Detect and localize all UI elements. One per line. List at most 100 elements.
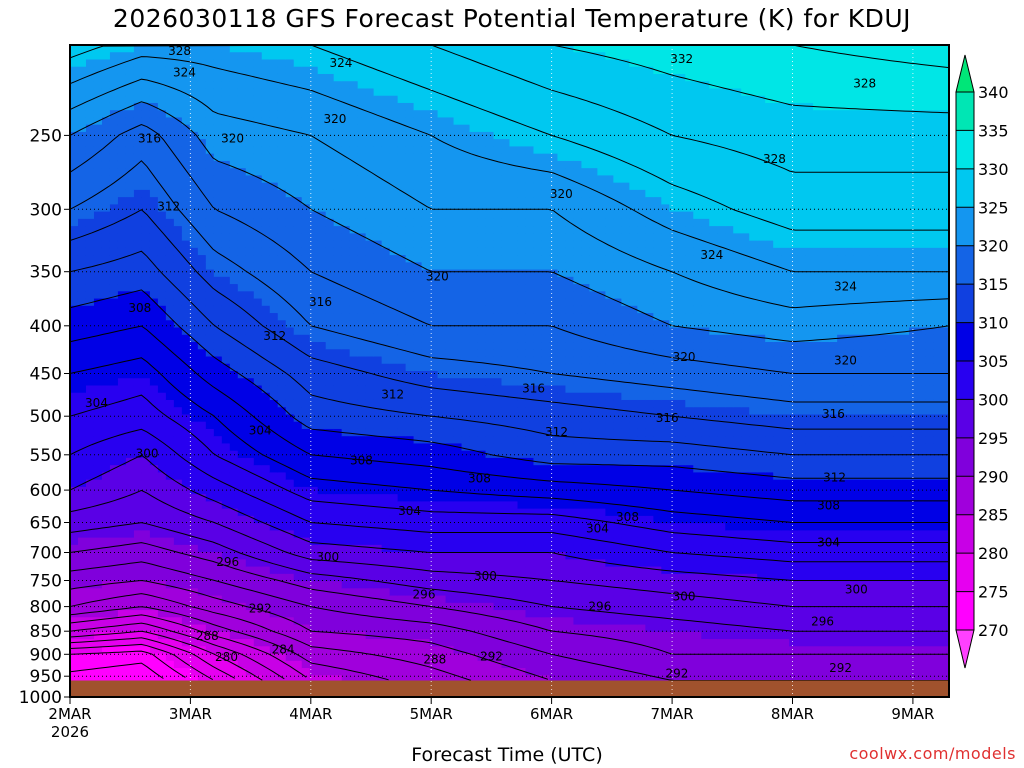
- theta-cell: [213, 501, 223, 510]
- theta-cell: [285, 291, 295, 300]
- theta-cell: [173, 457, 183, 466]
- theta-cell: [229, 465, 239, 474]
- theta-cell: [389, 313, 399, 321]
- theta-cell: [333, 95, 343, 104]
- theta-cell: [125, 581, 135, 589]
- theta-cell: [229, 421, 239, 430]
- theta-cell: [309, 610, 319, 618]
- theta-cell: [461, 110, 471, 119]
- theta-cell: [229, 385, 239, 394]
- theta-cell: [70, 443, 79, 452]
- theta-cell: [93, 218, 103, 227]
- theta-cell: [213, 139, 223, 148]
- theta-cell: [117, 168, 127, 176]
- theta-cell: [301, 139, 311, 148]
- theta-cell: [149, 124, 159, 133]
- theta-cell: [253, 559, 263, 568]
- theta-cell: [213, 515, 223, 524]
- theta-cell: [477, 168, 487, 176]
- theta-cell: [421, 168, 431, 176]
- theta-cell: [453, 559, 463, 568]
- theta-cell: [93, 537, 103, 546]
- theta-cell: [261, 399, 271, 408]
- theta-cell: [149, 117, 159, 126]
- theta-cell: [405, 226, 415, 234]
- theta-cell: [349, 81, 359, 90]
- theta-cell: [469, 414, 479, 423]
- theta-cell: [285, 356, 295, 365]
- theta-cell: [477, 255, 487, 263]
- theta-cell: [149, 240, 159, 249]
- theta-cell: [357, 153, 367, 162]
- theta-cell: [445, 617, 455, 626]
- theta-cell: [325, 291, 335, 300]
- theta-cell: [285, 392, 295, 401]
- theta-cell: [101, 617, 111, 626]
- theta-cell: [493, 197, 503, 205]
- theta-cell: [197, 313, 207, 321]
- theta-cell: [493, 443, 503, 452]
- theta-cell: [437, 59, 447, 68]
- theta-cell: [101, 436, 111, 445]
- theta-cell: [133, 247, 143, 256]
- theta-cell: [125, 566, 135, 575]
- theta-cell: [509, 197, 519, 205]
- theta-cell: [477, 392, 487, 401]
- theta-cell: [269, 117, 279, 126]
- theta-cell: [309, 110, 319, 119]
- theta-cell: [405, 327, 415, 336]
- theta-cell: [293, 349, 303, 358]
- theta-cell: [381, 378, 391, 387]
- theta-cell: [461, 668, 471, 676]
- theta-cell: [189, 515, 199, 524]
- theta-cell: [93, 139, 103, 148]
- theta-cell: [397, 320, 407, 329]
- theta-cell: [253, 153, 263, 162]
- theta-cell: [237, 342, 247, 350]
- theta-cell: [341, 160, 351, 169]
- theta-cell: [301, 291, 311, 300]
- theta-cell: [93, 146, 103, 155]
- theta-cell: [309, 653, 319, 662]
- theta-cell: [301, 537, 311, 546]
- theta-cell: [285, 139, 295, 148]
- theta-cell: [357, 334, 367, 343]
- theta-cell: [93, 189, 103, 198]
- theta-cell: [397, 160, 407, 169]
- theta-cell: [373, 298, 383, 307]
- theta-cell: [421, 313, 431, 321]
- theta-cell: [469, 175, 479, 184]
- theta-cell: [269, 392, 279, 401]
- theta-cell: [421, 508, 431, 517]
- theta-cell: [245, 284, 255, 292]
- theta-cell: [149, 479, 159, 488]
- theta-cell: [245, 566, 255, 575]
- theta-cell: [101, 81, 111, 90]
- theta-cell: [317, 653, 327, 662]
- theta-cell: [253, 218, 263, 227]
- theta-cell: [149, 494, 159, 502]
- theta-cell: [245, 182, 255, 191]
- theta-cell: [253, 660, 263, 669]
- theta-cell: [501, 407, 511, 416]
- theta-cell: [117, 342, 127, 350]
- theta-cell: [413, 515, 423, 524]
- theta-cell: [133, 443, 143, 452]
- theta-cell: [173, 117, 183, 126]
- theta-cell: [253, 428, 263, 437]
- theta-cell: [405, 414, 415, 423]
- theta-cell: [117, 421, 127, 430]
- theta-cell: [453, 298, 463, 307]
- theta-cell: [349, 588, 359, 597]
- theta-cell: [181, 363, 191, 372]
- theta-cell: [477, 313, 487, 321]
- theta-cell: [181, 226, 191, 234]
- theta-cell: [325, 414, 335, 423]
- theta-cell: [397, 356, 407, 365]
- theta-cell: [309, 146, 319, 155]
- theta-cell: [421, 284, 431, 292]
- theta-cell: [389, 479, 399, 488]
- theta-cell: [133, 653, 143, 662]
- theta-cell: [293, 168, 303, 176]
- theta-cell: [229, 305, 239, 314]
